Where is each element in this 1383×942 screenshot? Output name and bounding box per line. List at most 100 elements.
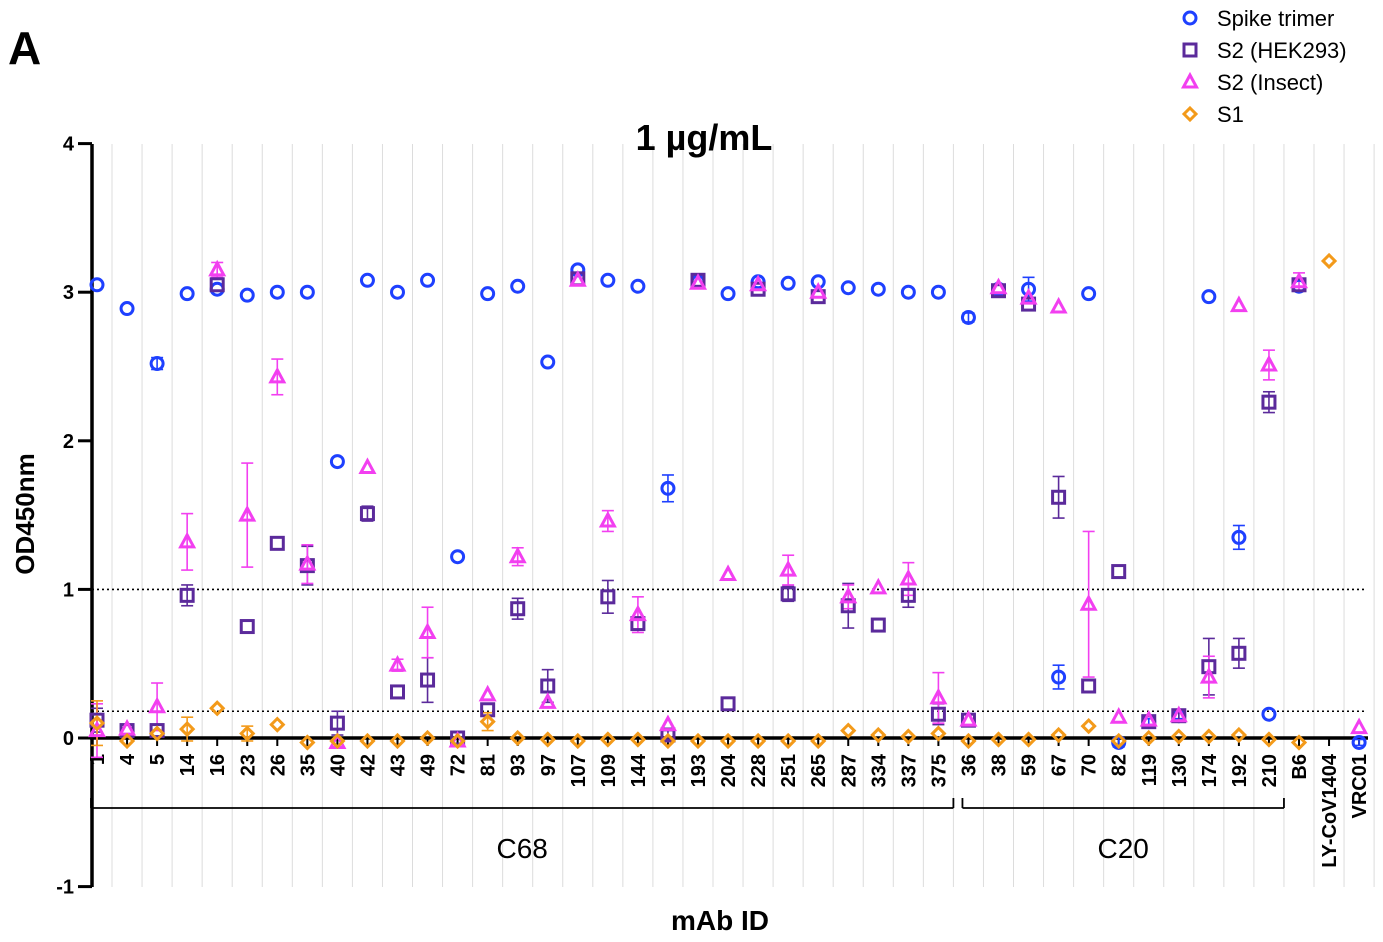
- x-tick-label: 82: [1109, 754, 1131, 776]
- data-point: [148, 696, 167, 714]
- x-tick-label: 38: [989, 754, 1011, 776]
- data-point: [420, 272, 436, 288]
- y-ticks: -1 0 1 2 3 4: [56, 134, 92, 899]
- data-point: [1199, 666, 1218, 684]
- data-point: [659, 732, 677, 750]
- data-point: [390, 284, 405, 300]
- data-points: [87, 252, 1369, 751]
- x-tick-label: 72: [448, 754, 470, 776]
- data-point: [1081, 286, 1097, 302]
- data-point: [688, 273, 708, 290]
- x-tick-label: 49: [418, 754, 440, 776]
- data-point: [209, 281, 225, 297]
- data-point: [540, 678, 556, 694]
- data-point: [239, 725, 256, 742]
- data-point: [1019, 287, 1038, 305]
- data-point: [1050, 726, 1067, 744]
- data-point: [870, 281, 886, 297]
- data-point: [388, 655, 407, 672]
- x-tick-label: 67: [1049, 754, 1071, 776]
- data-point: [298, 553, 317, 571]
- data-point: [689, 732, 707, 750]
- legend-label: S2 (Insect): [1217, 70, 1323, 95]
- data-point: [839, 586, 858, 604]
- x-tick-label: 119: [1139, 754, 1161, 786]
- x-tick-label: 81: [478, 754, 500, 776]
- x-tick-label: 130: [1169, 754, 1191, 787]
- data-point: [658, 714, 677, 732]
- data-point: [1139, 710, 1158, 727]
- data-point: [359, 272, 375, 288]
- data-point: [598, 510, 617, 528]
- x-tick-label: 35: [297, 754, 319, 776]
- data-point: [1021, 281, 1037, 297]
- data-point: [600, 272, 616, 288]
- data-point: [119, 301, 135, 317]
- data-point: [990, 731, 1007, 748]
- data-point: [1201, 289, 1217, 305]
- x-tick-label: 210: [1259, 754, 1281, 787]
- y-tick-label: 1: [63, 579, 74, 601]
- data-point: [510, 278, 526, 294]
- x-tick-label: 228: [748, 754, 770, 787]
- data-point: [238, 504, 257, 522]
- data-point: [1051, 489, 1067, 505]
- data-point: [148, 725, 166, 742]
- x-ticks: 1 4 5 14 16 23 26 35 40 42 43 49 72 81 93 97 107 109 144 19…: [87, 738, 1371, 868]
- data-point: [1261, 394, 1277, 410]
- data-point: [1231, 529, 1247, 545]
- data-point: [1289, 271, 1309, 289]
- data-point: [299, 284, 315, 300]
- data-point: [720, 696, 736, 712]
- data-point: [239, 619, 255, 635]
- data-point: [419, 729, 436, 747]
- data-point: [719, 564, 738, 582]
- x-tick-label: 70: [1079, 754, 1101, 776]
- data-point: [539, 731, 556, 748]
- data-point: [359, 506, 375, 522]
- data-point: [660, 480, 676, 496]
- y-axis-label: OD450nm: [10, 453, 40, 574]
- data-point: [358, 457, 377, 475]
- data-point: [390, 684, 405, 700]
- data-point: [299, 734, 316, 751]
- data-point: [1140, 729, 1157, 747]
- x-tick-label: VRC01: [1349, 754, 1371, 818]
- data-point: [329, 454, 345, 470]
- data-point: [1110, 732, 1127, 750]
- data-point: [779, 559, 798, 577]
- x-tick-label: 59: [1019, 754, 1041, 776]
- data-point: [179, 587, 195, 603]
- data-point: [209, 277, 225, 293]
- data-point: [480, 286, 496, 302]
- data-point: [630, 616, 646, 632]
- data-point: [1169, 705, 1188, 723]
- vertical-gridlines: [111, 144, 1375, 887]
- data-point: [1020, 731, 1037, 748]
- reference-lines: [92, 588, 1366, 713]
- y-tick-label: 2: [63, 431, 74, 453]
- data-point: [599, 731, 616, 748]
- data-point: [1111, 564, 1127, 580]
- x-tick-label: 192: [1229, 754, 1251, 787]
- x-axis-label: mAb ID: [671, 905, 769, 936]
- data-point: [1230, 726, 1248, 744]
- data-point: [840, 598, 856, 614]
- data-point: [1049, 296, 1068, 314]
- data-point: [930, 284, 946, 300]
- data-point: [749, 274, 768, 292]
- data-point: [780, 732, 797, 750]
- x-tick-label: 251: [778, 754, 800, 787]
- data-point: [1259, 354, 1278, 372]
- x-tick-label: 14: [177, 753, 199, 776]
- x-tick-label: 23: [237, 754, 259, 776]
- group-brackets: C68 C20: [90, 798, 1285, 864]
- data-point: [508, 546, 527, 564]
- legend-marker: [1181, 105, 1199, 123]
- x-tick-label: 265: [808, 754, 830, 787]
- data-point: [900, 728, 917, 745]
- data-point: [209, 700, 226, 717]
- legend-label: Spike trimer: [1217, 6, 1334, 31]
- data-point: [899, 568, 918, 586]
